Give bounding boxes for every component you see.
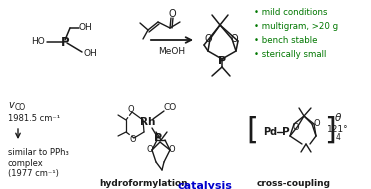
Text: • sterically small: • sterically small	[254, 50, 326, 59]
Text: P: P	[282, 127, 290, 137]
Text: O: O	[293, 122, 299, 132]
Text: OH: OH	[78, 23, 92, 33]
Text: O: O	[314, 119, 320, 129]
Text: cross-coupling: cross-coupling	[257, 178, 331, 187]
Text: [: [	[246, 115, 258, 145]
Text: (1977 cm⁻¹): (1977 cm⁻¹)	[8, 169, 59, 178]
Text: Pd: Pd	[263, 127, 277, 137]
Text: O: O	[130, 136, 136, 145]
Text: v: v	[8, 100, 14, 110]
Text: O: O	[230, 34, 238, 44]
Text: CO: CO	[15, 103, 26, 112]
Text: θ: θ	[335, 113, 341, 123]
Text: O: O	[168, 9, 176, 19]
Text: O: O	[147, 146, 153, 154]
Text: 121°: 121°	[327, 125, 349, 135]
Text: P: P	[154, 133, 162, 143]
Text: • multigram, >20 g: • multigram, >20 g	[254, 22, 338, 31]
Text: P: P	[61, 36, 69, 49]
Text: • mild conditions: • mild conditions	[254, 8, 328, 17]
Text: P: P	[218, 56, 226, 66]
Text: 1981.5 cm⁻¹: 1981.5 cm⁻¹	[8, 114, 60, 123]
Text: MeOH: MeOH	[158, 47, 186, 57]
Text: O: O	[169, 146, 175, 154]
Text: OH: OH	[83, 50, 97, 59]
Text: hydroformylation: hydroformylation	[100, 178, 188, 187]
Text: catalysis: catalysis	[178, 181, 233, 189]
Text: similar to PPh₃: similar to PPh₃	[8, 148, 69, 157]
Text: O: O	[128, 105, 134, 115]
Text: Rh: Rh	[140, 117, 156, 127]
Text: HO: HO	[31, 37, 45, 46]
Text: 4: 4	[336, 132, 341, 142]
Text: complex: complex	[8, 159, 44, 168]
Text: O: O	[204, 34, 212, 44]
Text: • bench stable: • bench stable	[254, 36, 318, 45]
Text: ]: ]	[324, 115, 336, 145]
Text: CO: CO	[163, 104, 177, 112]
